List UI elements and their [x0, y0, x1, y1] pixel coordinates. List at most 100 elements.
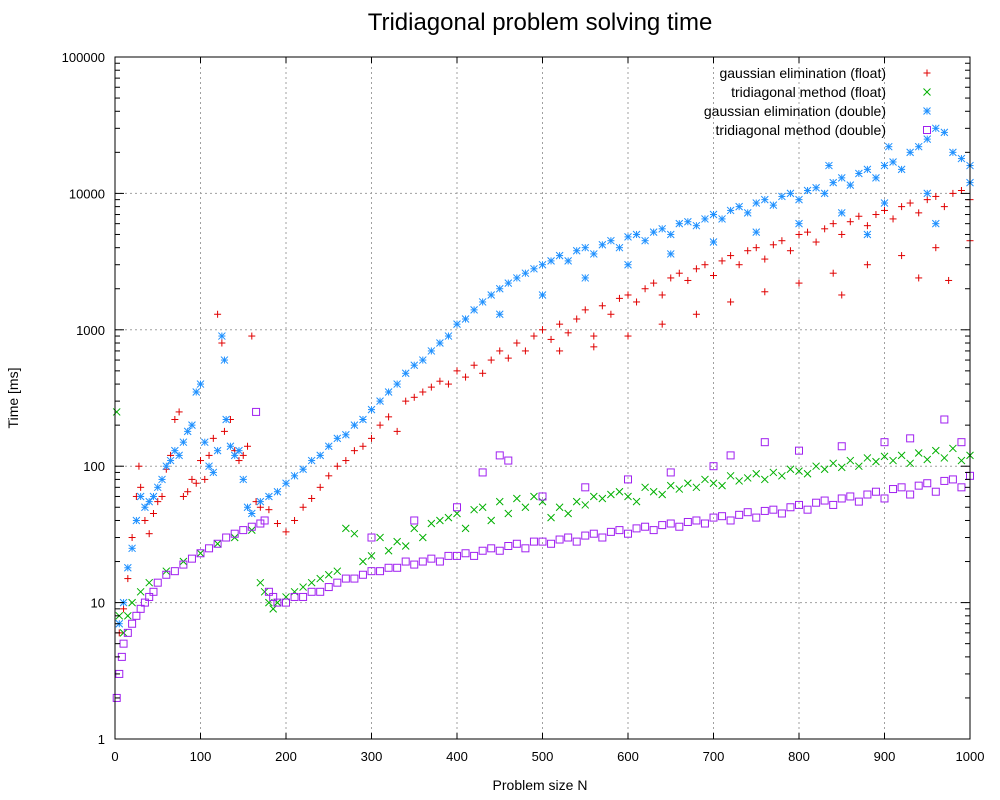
marker-stroke	[504, 456, 513, 465]
marker-stroke	[162, 462, 171, 471]
data-point	[495, 546, 504, 555]
marker-stroke	[709, 462, 718, 471]
marker-stroke	[649, 228, 658, 236]
data-point	[393, 563, 402, 572]
data-point	[324, 442, 333, 451]
data-point	[453, 551, 461, 560]
data-point	[124, 575, 132, 583]
marker-stroke	[914, 481, 923, 490]
data-point	[252, 407, 261, 416]
marker-stroke	[418, 557, 427, 566]
marker-stroke	[880, 161, 889, 170]
data-point	[205, 544, 214, 553]
marker-stroke	[812, 498, 821, 507]
data-point	[376, 397, 384, 405]
data-point	[871, 487, 880, 496]
data-point	[957, 438, 966, 447]
data-point	[453, 367, 461, 375]
marker-stroke	[367, 533, 376, 542]
data-point	[906, 199, 914, 207]
marker-stroke	[119, 639, 128, 648]
data-point	[880, 452, 889, 461]
data-point	[884, 142, 893, 151]
data-point	[487, 544, 496, 553]
data-point	[615, 243, 624, 252]
data-point	[863, 165, 872, 174]
marker-stroke	[555, 251, 564, 260]
data-point	[359, 415, 367, 424]
data-point	[940, 454, 949, 462]
marker-stroke	[752, 228, 761, 236]
data-point	[521, 347, 529, 355]
data-point	[495, 310, 504, 319]
marker-stroke	[786, 465, 795, 474]
data-point	[760, 506, 769, 515]
marker-stroke	[957, 438, 966, 447]
marker-stroke	[359, 557, 367, 566]
data-point	[282, 528, 290, 536]
data-point	[205, 462, 213, 471]
marker-stroke	[769, 201, 778, 210]
marker-stroke	[769, 505, 778, 514]
marker-stroke	[889, 456, 897, 465]
data-point	[273, 487, 282, 496]
data-point	[175, 451, 183, 460]
marker-stroke	[324, 583, 333, 592]
data-point	[247, 522, 256, 531]
marker-stroke	[196, 380, 205, 388]
data-point	[914, 449, 923, 457]
data-point	[307, 587, 316, 596]
marker-stroke	[341, 524, 350, 533]
data-point	[308, 494, 316, 502]
data-point	[145, 530, 153, 538]
data-point	[209, 434, 217, 442]
marker-stroke	[213, 446, 222, 455]
data-point	[145, 497, 154, 506]
data-point	[218, 332, 226, 340]
marker-stroke	[487, 291, 496, 299]
data-point	[307, 456, 316, 465]
data-point	[906, 148, 915, 157]
marker-stroke	[743, 209, 752, 217]
data-point	[684, 276, 692, 284]
data-point	[136, 587, 145, 596]
data-point	[727, 252, 735, 260]
data-point	[145, 592, 154, 601]
data-point	[795, 230, 803, 238]
marker-stroke	[589, 529, 598, 538]
data-point	[112, 408, 121, 416]
data-point	[769, 241, 777, 249]
marker-stroke	[478, 546, 487, 555]
marker-stroke	[196, 549, 205, 558]
marker-stroke	[213, 539, 222, 548]
marker-stroke	[889, 158, 897, 166]
marker-stroke	[487, 544, 496, 553]
data-point	[162, 462, 171, 471]
data-point	[547, 257, 555, 265]
marker-stroke	[555, 503, 564, 512]
data-point	[299, 592, 308, 601]
data-point	[846, 456, 855, 465]
data-point	[598, 302, 606, 310]
marker-stroke	[384, 388, 393, 396]
data-point	[667, 274, 675, 282]
data-point	[572, 537, 581, 546]
legend-marker	[923, 126, 931, 134]
data-point	[897, 165, 906, 174]
data-point	[461, 524, 470, 533]
marker-stroke	[555, 535, 564, 544]
legend-label: tridiagonal method (double)	[716, 122, 886, 138]
data-point	[726, 206, 735, 215]
data-point	[846, 181, 855, 189]
data-point	[376, 421, 384, 429]
data-point	[572, 246, 581, 255]
marker-stroke	[410, 516, 419, 525]
marker-stroke	[615, 243, 624, 252]
data-point	[495, 497, 504, 506]
marker-stroke	[726, 471, 735, 480]
data-point	[136, 604, 145, 613]
data-point	[410, 393, 418, 401]
data-point	[444, 380, 452, 388]
data-point	[123, 628, 132, 637]
data-point	[530, 332, 538, 340]
